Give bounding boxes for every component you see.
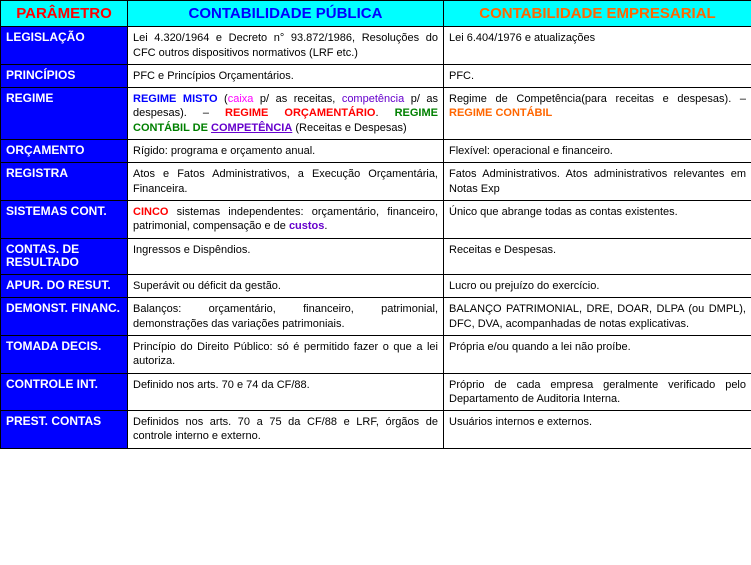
cell-emp: Único que abrange todas as contas existe…: [444, 200, 751, 238]
cell-emp: Flexível: operacional e financeiro.: [444, 140, 751, 163]
row-contas-result: CONTAS. DE RESULTADO Ingressos e Dispênd…: [1, 238, 751, 275]
row-legislacao: LEGISLAÇÃO Lei 4.320/1964 e Decreto n° 9…: [1, 27, 751, 65]
row-tomada: TOMADA DECIS. Princípio do Direito Públi…: [1, 336, 751, 374]
cell-pub: PFC e Princípios Orçamentários.: [128, 64, 444, 87]
cell-pub: Ingressos e Dispêndios.: [128, 238, 444, 275]
cell-pub: Superávit ou déficit da gestão.: [128, 275, 444, 298]
row-label: DEMONST. FINANC.: [1, 298, 128, 336]
header-row: PARÂMETRO CONTABILIDADE PÚBLICA CONTABIL…: [1, 1, 751, 27]
row-regime: REGIME REGIME MISTO (caixa p/ as receita…: [1, 88, 751, 140]
regime-contabil-emp: REGIME CONTÁBIL: [449, 107, 552, 119]
cell-pub: REGIME MISTO (caixa p/ as receitas, comp…: [128, 88, 444, 140]
regime-misto: REGIME MISTO: [133, 93, 218, 105]
header-empresarial: CONTABILIDADE EMPRESARIAL: [444, 1, 751, 27]
row-demonst: DEMONST. FINANC. Balanços: orçamentário,…: [1, 298, 751, 336]
header-publica: CONTABILIDADE PÚBLICA: [128, 1, 444, 27]
row-label: REGIME: [1, 88, 128, 140]
row-principios: PRINCÍPIOS PFC e Princípios Orçamentário…: [1, 64, 751, 87]
row-controle: CONTROLE INT. Definido nos arts. 70 e 74…: [1, 373, 751, 411]
cell-emp: Receitas e Despesas.: [444, 238, 751, 275]
cell-emp: Usuários internos e externos.: [444, 411, 751, 449]
cell-pub: Lei 4.320/1964 e Decreto n° 93.872/1986,…: [128, 27, 444, 65]
row-orcamento: ORÇAMENTO Rígido: programa e orçamento a…: [1, 140, 751, 163]
cell-pub: Balanços: orçamentário, financeiro, patr…: [128, 298, 444, 336]
row-label: SISTEMAS CONT.: [1, 200, 128, 238]
cell-emp: PFC.: [444, 64, 751, 87]
row-label: TOMADA DECIS.: [1, 336, 128, 374]
cell-pub: CINCO sistemas independentes: orçamentár…: [128, 200, 444, 238]
text: (Receitas e Despesas): [292, 122, 406, 134]
row-prest: PREST. CONTAS Definidos nos arts. 70 a 7…: [1, 411, 751, 449]
text: .: [324, 220, 327, 232]
cinco: CINCO: [133, 206, 168, 218]
comparison-table: PARÂMETRO CONTABILIDADE PÚBLICA CONTABIL…: [0, 0, 751, 449]
text: sistemas independentes: orçamentário, fi…: [133, 206, 438, 232]
row-label: APUR. DO RESUT.: [1, 275, 128, 298]
cell-emp: BALANÇO PATRIMONIAL, DRE, DOAR, DLPA (ou…: [444, 298, 751, 336]
text: .: [375, 107, 394, 119]
row-label: REGISTRA: [1, 163, 128, 201]
custos: custos: [289, 220, 324, 232]
regime-orcamentario: REGIME ORÇAMENTÁRIO: [225, 107, 375, 119]
cell-pub: Definido nos arts. 70 e 74 da CF/88.: [128, 373, 444, 411]
cell-emp: Fatos Administrativos. Atos administrati…: [444, 163, 751, 201]
row-label: PREST. CONTAS: [1, 411, 128, 449]
cell-pub: Princípio do Direito Público: só é permi…: [128, 336, 444, 374]
row-label: PRINCÍPIOS: [1, 64, 128, 87]
competencia: competência: [342, 93, 404, 105]
cell-pub: Rígido: programa e orçamento anual.: [128, 140, 444, 163]
row-label: CONTAS. DE RESULTADO: [1, 238, 128, 275]
row-sistemas: SISTEMAS CONT. CINCO sistemas independen…: [1, 200, 751, 238]
caixa: caixa: [228, 93, 254, 105]
text: (: [218, 93, 228, 105]
row-apur: APUR. DO RESUT. Superávit ou déficit da …: [1, 275, 751, 298]
text: Regime de Competência(para receitas e de…: [449, 93, 746, 105]
cell-pub: Definidos nos arts. 70 a 75 da CF/88 e L…: [128, 411, 444, 449]
cell-emp: Lucro ou prejuízo do exercício.: [444, 275, 751, 298]
cell-emp: Lei 6.404/1976 e atualizações: [444, 27, 751, 65]
text: p/ as receitas,: [253, 93, 341, 105]
competencia-u: COMPETÊNCIA: [211, 122, 292, 134]
cell-emp: Própria e/ou quando a lei não proíbe.: [444, 336, 751, 374]
cell-pub: Atos e Fatos Administrativos, a Execução…: [128, 163, 444, 201]
cell-emp: Próprio de cada empresa geralmente verif…: [444, 373, 751, 411]
row-label: CONTROLE INT.: [1, 373, 128, 411]
row-label: ORÇAMENTO: [1, 140, 128, 163]
header-param: PARÂMETRO: [1, 1, 128, 27]
row-registra: REGISTRA Atos e Fatos Administrativos, a…: [1, 163, 751, 201]
row-label: LEGISLAÇÃO: [1, 27, 128, 65]
cell-emp: Regime de Competência(para receitas e de…: [444, 88, 751, 140]
